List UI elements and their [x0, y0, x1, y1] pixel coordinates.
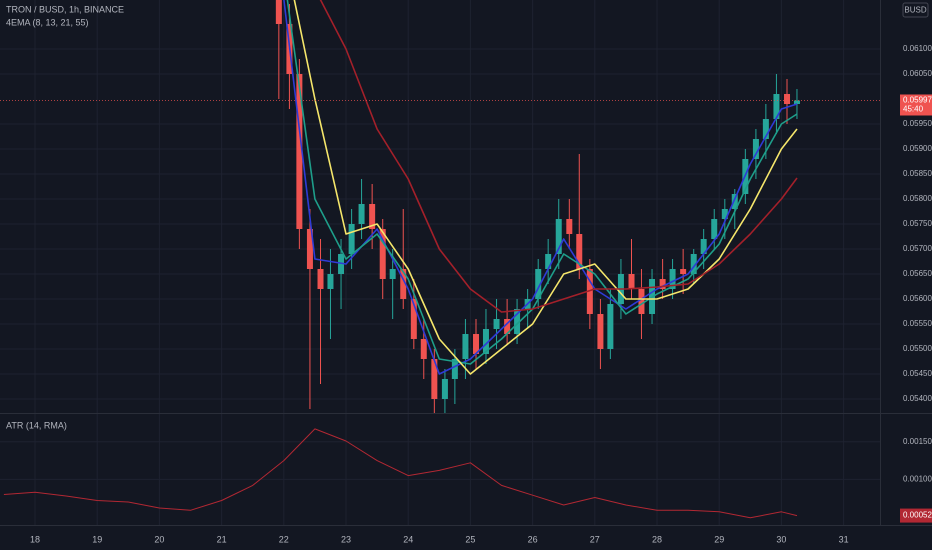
candle-body — [711, 219, 718, 239]
y-tick-label: 0.00150 — [903, 437, 932, 446]
candle-body — [784, 94, 791, 104]
candle-body — [669, 269, 676, 289]
candle-body — [628, 274, 635, 289]
candle-body — [514, 309, 521, 334]
y-tick-label: 0.05750 — [903, 219, 932, 228]
x-tick-label: 24 — [403, 534, 413, 544]
y-tick-label: 0.05800 — [903, 194, 932, 203]
last-value-label: 0.00052 — [903, 511, 932, 520]
candle-body — [659, 279, 666, 289]
candle-body — [358, 204, 365, 224]
y-tick-label: 0.05500 — [903, 344, 932, 353]
x-tick-label: 28 — [652, 534, 662, 544]
y-tick-label: 0.05950 — [903, 119, 932, 128]
y-tick-label: 0.05600 — [903, 294, 932, 303]
candle-body — [752, 139, 759, 159]
candle-body — [348, 224, 355, 254]
line — [283, 0, 798, 375]
line — [286, 0, 798, 365]
candle-body — [369, 204, 376, 229]
x-tick-label: 31 — [839, 534, 849, 544]
y-tick-label: 0.05650 — [903, 269, 932, 278]
y-tick-label: 0.00100 — [903, 475, 932, 484]
candle-body — [327, 274, 334, 289]
candle-body — [762, 119, 769, 139]
y-tick-label: 0.05400 — [903, 394, 932, 403]
candle-body — [451, 359, 458, 379]
candle-body — [441, 379, 448, 399]
y-tick-label: 0.05450 — [903, 369, 932, 378]
y-tick-label: 0.06100 — [903, 44, 932, 53]
line — [3, 428, 798, 519]
candle-body — [306, 229, 313, 269]
y-tick-label: 0.05850 — [903, 169, 932, 178]
x-tick-label: 20 — [154, 534, 164, 544]
last-value-box — [900, 508, 932, 523]
candle-body — [482, 329, 489, 354]
candle-body — [473, 334, 480, 354]
indicator-label: 4EMA (8, 13, 21, 55) — [6, 17, 89, 27]
candle-body — [555, 219, 562, 254]
y-tick-label: 0.06050 — [903, 69, 932, 78]
candle-body — [545, 254, 552, 269]
atr-pane — [3, 428, 798, 519]
candle-body — [431, 359, 438, 399]
line — [319, 0, 798, 313]
candle-body — [731, 194, 738, 209]
candle-body — [275, 0, 282, 25]
candle-body — [379, 229, 386, 279]
candle-body — [317, 269, 324, 289]
candle-body — [296, 74, 303, 229]
y-tick-label: 0.05700 — [903, 244, 932, 253]
x-tick-label: 22 — [279, 534, 289, 544]
candle-body — [597, 314, 604, 349]
candle-body — [700, 239, 707, 254]
y-tick-label: 0.05550 — [903, 319, 932, 328]
candle-body — [504, 319, 511, 334]
x-tick-label: 21 — [217, 534, 227, 544]
line — [293, 0, 798, 375]
candle-body — [586, 269, 593, 314]
x-tick-label: 19 — [92, 534, 102, 544]
x-tick-label: 27 — [590, 534, 600, 544]
axes: 18 19 20 21 22 23 24 25 26 27 28 29 30 31 0.05400 0.054… — [30, 44, 932, 544]
atr-label: ATR (14, RMA) — [6, 420, 67, 430]
x-tick-label: 25 — [465, 534, 475, 544]
x-tick-label: 26 — [528, 534, 538, 544]
candle-body — [576, 234, 583, 269]
candle-body — [410, 299, 417, 339]
candle-body — [535, 269, 542, 299]
currency[interactable]: BUSD — [904, 6, 926, 15]
candle-body — [462, 334, 469, 359]
candle-body — [690, 254, 697, 274]
candle-body — [773, 94, 780, 119]
chart-title: TRON / BUSD, 1h, BINANCE — [6, 4, 124, 14]
candle-body — [420, 339, 427, 359]
last-price-box — [900, 94, 932, 116]
y-tick-label: 0.05900 — [903, 144, 932, 153]
candle-body — [793, 100, 800, 104]
last-price-label: 0.05997 — [903, 96, 932, 105]
atr-grid — [0, 414, 880, 525]
candle-body — [400, 269, 407, 299]
candle-body — [493, 319, 500, 329]
price-pane — [0, 0, 880, 413]
x-tick-label: 30 — [776, 534, 786, 544]
candle-body — [389, 269, 396, 279]
candle-body — [638, 289, 645, 314]
candle-body — [721, 209, 728, 219]
candle-body — [607, 304, 614, 349]
x-tick-label: 23 — [341, 534, 351, 544]
x-tick-label: 18 — [30, 534, 40, 544]
currency-box[interactable] — [902, 2, 929, 18]
candle-body — [566, 219, 573, 234]
countdown: 45:40 — [903, 105, 924, 114]
candle-body — [680, 269, 687, 274]
x-tick-label: 29 — [714, 534, 724, 544]
